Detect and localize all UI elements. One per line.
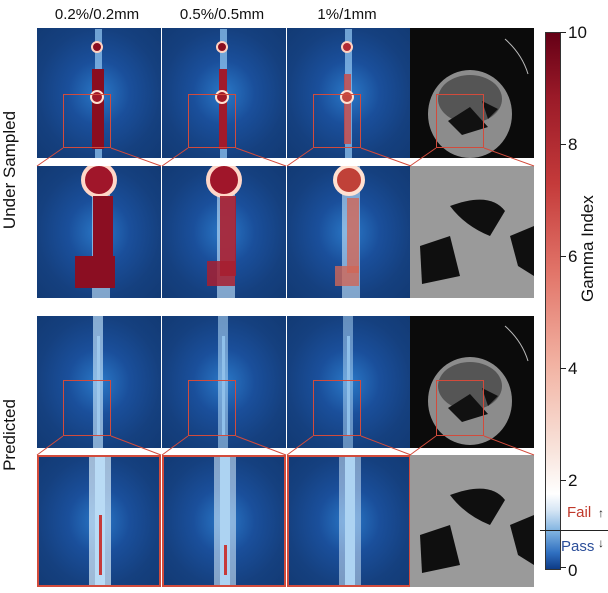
- zoom-ct-predicted: [410, 455, 534, 587]
- zoom-ct-image: [410, 166, 534, 298]
- row-label-predicted: Predicted: [0, 399, 19, 471]
- inset-box: [188, 380, 236, 436]
- ct-slice-predicted: [410, 316, 534, 448]
- ct-slice-image: [428, 38, 529, 158]
- zoom-gamma-predicted-2: [162, 455, 286, 587]
- zoom-gamma-overlay: [75, 166, 117, 298]
- gamma-map-overlay: [343, 316, 353, 448]
- fail-label: Fail: [567, 504, 592, 521]
- zoom-gamma-under-sampled-1: [37, 166, 161, 298]
- gamma-colorbar: [545, 32, 561, 570]
- zoom-frame: [162, 455, 286, 587]
- zoom-gamma-overlay: [333, 166, 365, 298]
- pass-label: Pass: [561, 538, 595, 555]
- colorbar-label-2: 2: [568, 471, 578, 490]
- zoom-gamma-predicted-1: [37, 455, 161, 587]
- inset-box: [188, 94, 236, 148]
- gamma-map-predicted-1: [37, 316, 161, 448]
- colorbar-tick: [560, 144, 566, 145]
- gamma-map-overlay: [218, 316, 228, 448]
- zoom-gamma-overlay: [339, 455, 361, 587]
- zoom-gamma-overlay: [89, 455, 111, 587]
- gamma-map-predicted-3: [287, 316, 411, 448]
- zoom-frame: [287, 455, 411, 587]
- inset-box: [436, 94, 484, 148]
- zoom-gamma-overlay: [206, 166, 242, 298]
- inset-box: [313, 94, 361, 148]
- colorbar-tick: [560, 480, 566, 481]
- colorbar-label-6: 6: [568, 247, 578, 266]
- row-label-under-sampled: Under Sampled: [0, 110, 19, 230]
- colorbar-tick: [560, 368, 566, 369]
- colorbar-label-0: 0: [568, 561, 578, 580]
- zoom-gamma-under-sampled-3: [287, 166, 411, 298]
- gamma-map-under-sampled-3: [287, 28, 411, 158]
- colorbar-label-8: 8: [568, 135, 578, 154]
- colorbar-tick: [560, 32, 566, 33]
- inset-box: [63, 380, 111, 436]
- colorbar-tick: [560, 567, 566, 568]
- colorbar-tick: [560, 256, 566, 257]
- gamma-map-under-sampled-1: [37, 28, 161, 158]
- zoom-ct-image: [410, 455, 534, 587]
- zoom-gamma-overlay: [214, 455, 236, 587]
- gamma-map-under-sampled-2: [162, 28, 286, 158]
- zoom-gamma-predicted-3: [287, 455, 411, 587]
- column-title-2: 0.5%/0.5mm: [179, 6, 265, 23]
- column-title-3: 1%/1mm: [317, 6, 377, 23]
- gamma-map-overlay: [93, 316, 103, 448]
- colorbar-label-10: 10: [568, 23, 587, 42]
- threshold-line: [540, 530, 608, 531]
- fail-arrow-icon: ↑: [598, 506, 604, 520]
- column-title-1: 0.2%/0.2mm: [54, 6, 140, 23]
- zoom-ct-under-sampled: [410, 166, 534, 298]
- gamma-map-predicted-2: [162, 316, 286, 448]
- pass-arrow-icon: ↓: [598, 536, 604, 550]
- ct-slice-under-sampled: [410, 28, 534, 158]
- zoom-gamma-under-sampled-2: [162, 166, 286, 298]
- inset-box: [313, 380, 361, 436]
- zoom-frame: [37, 455, 161, 587]
- inset-box: [63, 94, 111, 148]
- ct-slice-image: [428, 325, 529, 445]
- colorbar-title: Gamma Index: [578, 195, 597, 302]
- inset-box: [436, 380, 484, 436]
- colorbar-label-4: 4: [568, 359, 578, 378]
